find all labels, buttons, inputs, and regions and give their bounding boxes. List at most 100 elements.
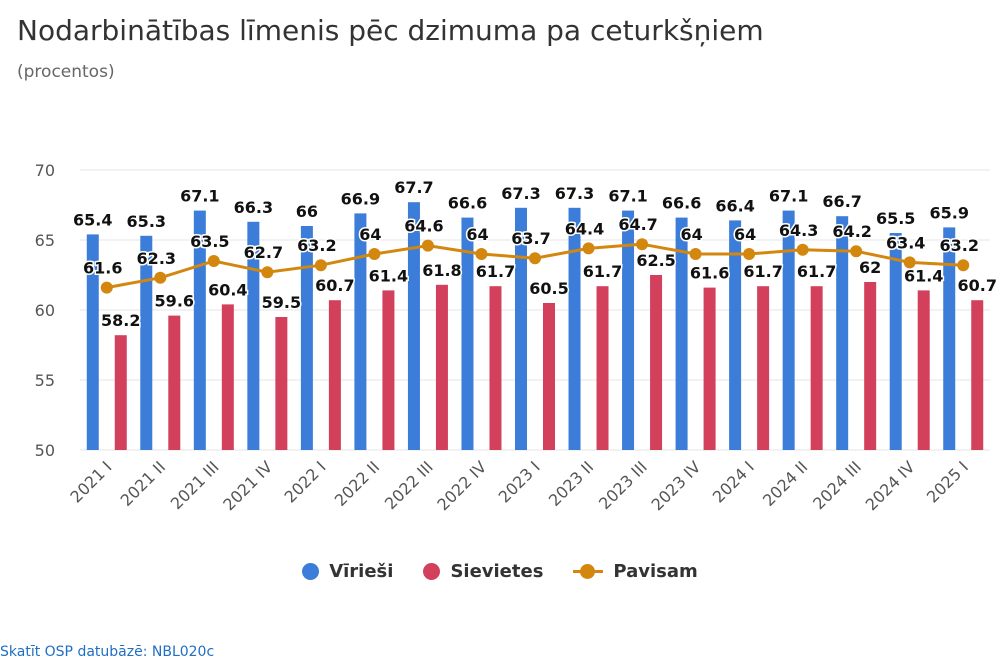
bar-women xyxy=(328,300,341,450)
data-label-women: 61.7 xyxy=(583,262,622,281)
point-total xyxy=(689,248,702,260)
data-label-men: 66.3 xyxy=(234,198,273,217)
y-tick-label: 50 xyxy=(35,441,55,460)
legend-women-swatch xyxy=(423,563,441,580)
data-label-men: 66.6 xyxy=(448,194,487,213)
data-label-women: 61.8 xyxy=(422,261,461,280)
data-label-total: 64.2 xyxy=(832,222,871,241)
bar-men xyxy=(461,217,474,450)
point-total xyxy=(957,259,970,272)
point-total xyxy=(100,281,113,294)
point-total xyxy=(582,242,595,255)
data-label-total: 63.2 xyxy=(297,236,336,255)
data-label-total: 64.7 xyxy=(618,215,657,234)
x-tick-label: 2024 I xyxy=(709,457,758,506)
x-tick-label: 2021 II xyxy=(117,457,170,510)
point-total xyxy=(154,271,167,284)
data-label-total: 63.7 xyxy=(511,229,550,248)
data-label-women: 61.4 xyxy=(369,266,408,285)
bar-men xyxy=(140,235,153,450)
grid-layer xyxy=(80,169,990,451)
data-label-total: 64.6 xyxy=(404,217,443,236)
data-label-men: 67.7 xyxy=(394,178,433,197)
legend-item-women[interactable]: Sievietes xyxy=(423,561,543,582)
bar-men xyxy=(675,217,688,450)
y-tick-label: 70 xyxy=(35,161,55,180)
bar-women xyxy=(810,286,823,450)
x-tick-label: 2022 IV xyxy=(433,457,490,514)
x-tick-label: 2023 III xyxy=(595,457,651,513)
y-axis: 50 55 60 65 70 xyxy=(35,161,55,460)
y-tick-label: 60 xyxy=(35,301,55,320)
point-total xyxy=(314,259,327,272)
chart-plot: 50 55 60 65 70 65.4 65.3 67.1 66.3 66 66.9 67.7 66.… xyxy=(35,161,999,514)
bar-women xyxy=(650,275,663,450)
legend-item-total[interactable]: Pavisam xyxy=(573,561,698,582)
data-label-men: 67.1 xyxy=(769,187,808,206)
bar-women xyxy=(382,290,395,450)
bar-women xyxy=(221,304,234,450)
data-label-women: 59.5 xyxy=(262,293,301,312)
source-link[interactable]: Skatīt OSP datubāzē: NBL020c xyxy=(0,644,215,660)
x-tick-label: 2024 III xyxy=(809,457,865,513)
bar-women xyxy=(703,287,716,450)
data-label-men: 66 xyxy=(296,202,318,221)
data-label-total: 64 xyxy=(466,225,488,244)
data-label-total: 64.3 xyxy=(779,221,818,240)
chart-subtitle: (procentos) xyxy=(17,62,115,82)
data-label-men: 65.5 xyxy=(876,209,915,228)
bar-men xyxy=(889,233,902,450)
bar-women xyxy=(489,286,502,450)
data-label-total: 63.2 xyxy=(939,236,978,255)
data-label-men: 67.3 xyxy=(555,184,594,203)
bar-men xyxy=(836,216,849,450)
point-total xyxy=(368,248,381,260)
bar-men xyxy=(943,227,956,450)
data-label-total: 64.4 xyxy=(565,219,604,238)
legend-item-men[interactable]: Vīrieši xyxy=(302,561,393,582)
data-label-men: 65.3 xyxy=(127,212,166,231)
point-total xyxy=(636,238,649,251)
data-label-women: 61.4 xyxy=(904,266,943,285)
data-label-men: 66.4 xyxy=(715,196,754,215)
x-tick-label: 2023 I xyxy=(495,457,544,506)
bar-men xyxy=(622,210,635,450)
bar-women xyxy=(114,335,127,450)
bar-women xyxy=(168,315,181,450)
bar-women xyxy=(596,286,609,450)
data-label-women: 61.6 xyxy=(690,264,729,283)
x-tick-label: 2023 IV xyxy=(648,457,705,514)
x-tick-label: 2022 I xyxy=(281,457,330,506)
data-label-women: 60.4 xyxy=(208,280,247,299)
data-label-total: 63.5 xyxy=(190,232,229,251)
bar-layer xyxy=(86,202,984,450)
y-tick-label: 55 xyxy=(35,371,55,390)
bar-men xyxy=(515,207,527,450)
data-label-women: 58.2 xyxy=(101,311,140,330)
bar-men xyxy=(354,213,367,450)
bar-men xyxy=(247,221,260,450)
data-label-women: 62 xyxy=(859,258,881,277)
chart-title: Nodarbinātības līmenis pēc dzimuma pa ce… xyxy=(17,14,764,47)
bar-men xyxy=(729,220,742,450)
bar-women xyxy=(864,282,877,450)
y-tick-label: 65 xyxy=(35,231,55,250)
legend-men-swatch xyxy=(302,563,320,580)
legend-total-label: Pavisam xyxy=(613,561,698,582)
data-label-men: 65.9 xyxy=(929,203,968,222)
x-tick-label: 2021 IV xyxy=(219,457,276,514)
data-label-men: 66.7 xyxy=(822,192,861,211)
legend: Vīrieši Sievietes Pavisam xyxy=(0,561,1000,582)
data-label-women: 60.5 xyxy=(529,279,568,298)
data-label-men: 66.9 xyxy=(341,189,380,208)
point-total xyxy=(421,239,434,252)
legend-men-label: Vīrieši xyxy=(329,561,394,582)
point-total xyxy=(475,248,488,260)
data-label-women: 61.7 xyxy=(476,262,515,281)
x-tick-label: 2021 I xyxy=(66,457,115,506)
bar-men xyxy=(86,234,99,450)
bar-women xyxy=(917,290,930,450)
point-total xyxy=(743,248,756,260)
data-label-layer: 65.4 65.3 67.1 66.3 66 66.9 67.7 66.6 67.3 67.3 67… xyxy=(72,177,999,332)
